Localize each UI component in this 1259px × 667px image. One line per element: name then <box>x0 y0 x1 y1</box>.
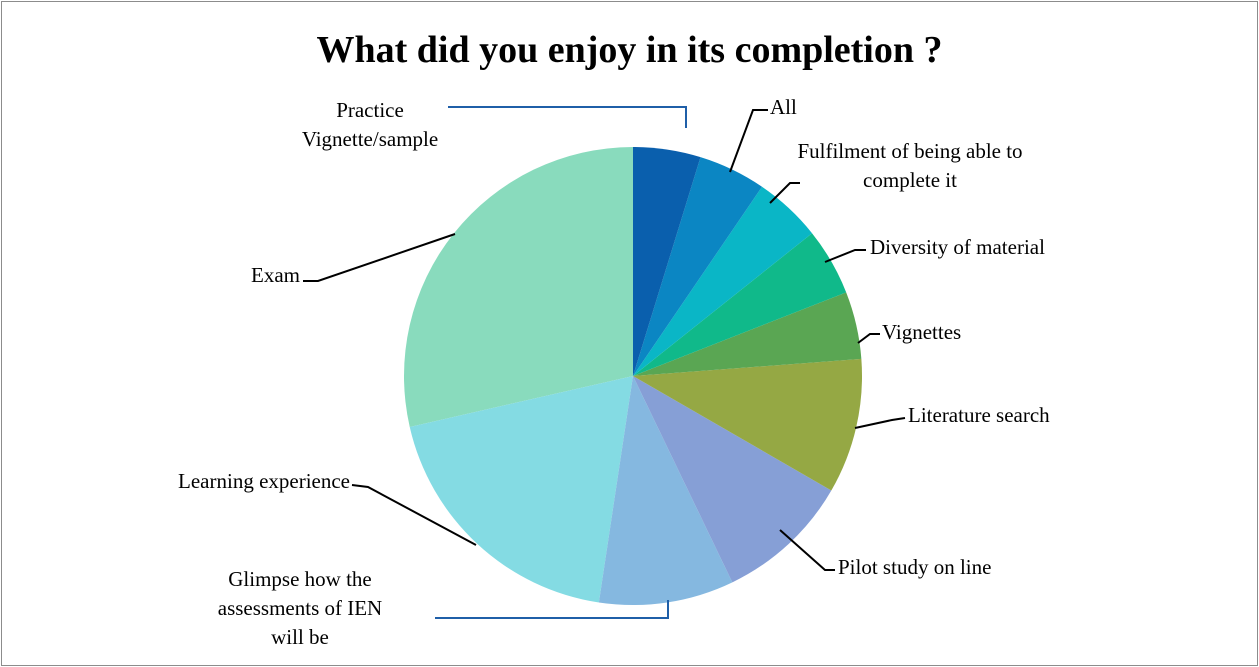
pie-slice <box>633 147 701 376</box>
leader-line <box>351 484 477 546</box>
slice-label: Exam <box>251 263 300 287</box>
leader-line <box>824 249 866 263</box>
slice-label: Practice Vignette/sample <box>301 98 439 151</box>
slice-label: Fulfilment of being able to complete it <box>797 139 1023 192</box>
leader-line <box>857 333 880 344</box>
pie-slice <box>633 292 862 376</box>
slice-label: Literature search <box>908 403 1050 427</box>
slice-label: Diversity of material <box>870 235 1045 259</box>
pie-slice <box>633 358 863 491</box>
slice-label: Glimpse how the assessments of IEN will … <box>217 567 383 649</box>
pie-slice <box>598 376 733 605</box>
leader-line <box>779 529 835 571</box>
pie-slice <box>633 157 763 376</box>
pie-slice <box>409 376 633 603</box>
slice-label: Pilot study on line <box>838 555 992 579</box>
leader-lines <box>303 106 906 619</box>
slice-label: Learning experience <box>178 469 350 493</box>
pie-slice <box>633 186 813 376</box>
leader-line <box>448 106 687 128</box>
pie-slice <box>633 233 847 376</box>
leader-line <box>729 109 768 173</box>
leader-line <box>854 417 906 429</box>
leader-line <box>769 182 800 204</box>
leader-line <box>435 600 669 619</box>
slice-label: All <box>770 95 797 119</box>
slice-label: Vignettes <box>882 320 962 344</box>
leader-line <box>303 233 456 282</box>
chart-title: What did you enjoy in its completion ? <box>316 29 943 71</box>
pie-slice <box>404 147 633 427</box>
